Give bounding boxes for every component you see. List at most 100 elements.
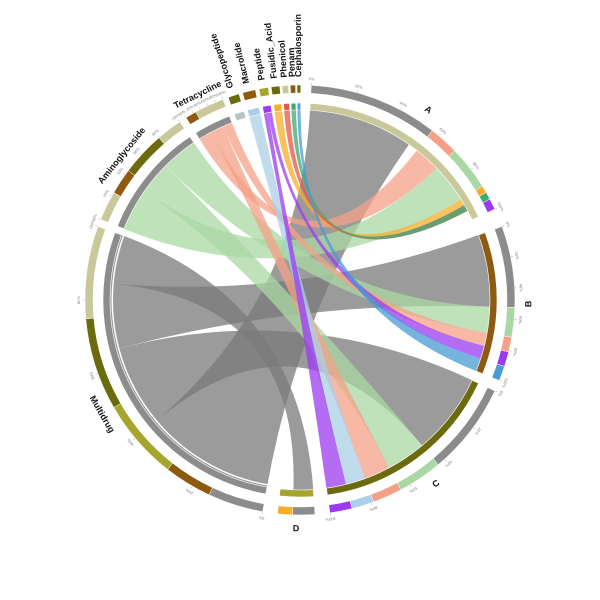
outer-ring-multidrug-22	[84, 226, 106, 320]
sector-label-phenicol: Phenicol	[276, 40, 289, 78]
sector-label-macrolide: Macrolide	[232, 42, 252, 85]
ribbon-peptide-c	[263, 112, 346, 489]
tick-label-c-4: 80%	[368, 505, 377, 512]
tick-label-c-3: 60%	[408, 486, 417, 494]
tick-label-aminoglycoside-1: 20%	[103, 189, 111, 198]
tick-label-multidrug-2: 40%	[126, 437, 135, 446]
outer-ring-aminoglycoside-26	[158, 121, 185, 145]
sector-band-d	[279, 488, 315, 498]
sector-band-multidrug	[102, 232, 268, 495]
sector-band-penam	[290, 102, 297, 111]
outer-ring-cephalosporin-35	[296, 84, 302, 94]
outer-ring-b-9	[496, 349, 509, 367]
sector-label-cephalosporin: Cephalosporin	[293, 14, 303, 77]
tick-mark-a-2	[400, 107, 402, 110]
tick-label-tetracycline-1: 20%	[186, 104, 195, 112]
sectors-layer	[84, 84, 516, 516]
tick-label-c-5: 100%	[325, 516, 336, 521]
tick-label-aminoglycoside-3: 60%	[133, 146, 142, 155]
tick-mark-aminoglycoside-0	[98, 218, 101, 220]
sector-band-glycopeptide	[233, 110, 247, 122]
outer-ring-macrolide-30	[242, 89, 258, 101]
sector-label-a: A	[423, 104, 434, 116]
outer-ring-b-10	[491, 363, 505, 381]
tick-mark-tetracycline-5	[221, 96, 223, 99]
tick-label-aminoglycoside-0: 0%	[92, 213, 98, 220]
tick-mark-b-0	[502, 225, 505, 227]
outer-ring-glycopeptide-29	[227, 93, 242, 106]
tick-label-b-5: 100%	[501, 377, 509, 389]
tick-label-b-2: 40%	[518, 284, 522, 293]
tick-label-multidrug-4: 80%	[77, 295, 81, 304]
sector-band-b	[475, 232, 498, 375]
outer-ring-a-5	[482, 198, 496, 213]
sector-label-b: B	[523, 300, 533, 307]
tick-mark-aminoglycoside-2	[123, 173, 125, 175]
tick-label-multidrug-3: 60%	[89, 371, 96, 380]
tick-label-tetracycline-4: 80%	[208, 93, 217, 100]
tick-label-aminoglycoside-2: 40%	[116, 166, 124, 175]
outer-ring-c-13	[370, 482, 402, 503]
tick-label-b-3: 60%	[518, 316, 523, 325]
sector-band-tetracycline	[195, 115, 233, 140]
outer-ring-b-8	[500, 335, 513, 353]
outer-ring-d-17	[277, 505, 294, 516]
tick-mark-c-1	[473, 427, 476, 430]
outer-ring-d-16	[292, 506, 316, 516]
sector-band-aminoglycoside	[116, 136, 195, 230]
sector-band-fusidic_acid	[273, 103, 283, 113]
tick-label-c-2: 40%	[444, 460, 453, 469]
sector-label-aminoglycoside: Aminoglycoside	[96, 125, 148, 185]
tick-label-b-1: 20%	[514, 251, 520, 260]
tick-label-a-2: 40%	[399, 101, 408, 109]
ribbon-multidrug-c	[116, 330, 473, 446]
tick-mark-a-5	[495, 207, 498, 210]
tick-label-tetracycline-0: 0%	[179, 109, 186, 116]
tick-label-aminoglycoside-5: 100%	[171, 112, 182, 121]
ribbon-macrolide-c	[249, 114, 365, 485]
tick-mark-a-4	[471, 167, 473, 170]
tick-label-a-0: 0%	[309, 77, 315, 81]
tick-mark-a-1	[357, 90, 358, 93]
tick-mark-c-2	[444, 459, 447, 462]
tick-label-multidrug-1: 20%	[185, 487, 194, 495]
outer-ring-a-1	[427, 130, 456, 157]
sector-band-peptide	[262, 104, 273, 114]
sector-label-d: D	[293, 523, 300, 533]
tick-label-aminoglycoside-4: 80%	[151, 128, 160, 137]
tick-mark-aminoglycoside-1	[109, 195, 112, 197]
tick-mark-c-3	[410, 485, 412, 487]
ribbon-tetracycline-a	[199, 132, 437, 228]
tick-label-tetracycline-5: 100%	[215, 90, 227, 98]
tick-mark-c-4	[371, 503, 373, 506]
tick-mark-a-3	[438, 133, 441, 136]
tick-mark-multidrug-3	[95, 373, 98, 375]
tick-label-a-1: 20%	[354, 84, 363, 90]
tick-label-a-4: 80%	[472, 161, 480, 170]
tick-label-multidrug-5: 100%	[89, 218, 96, 230]
sector-band-phenicol	[283, 102, 291, 111]
tick-mark-tetracycline-4	[214, 100, 216, 103]
tick-label-multidrug-0: 0%	[258, 515, 265, 520]
tick-mark-multidrug-5	[95, 225, 98, 227]
tick-mark-tetracycline-1	[191, 111, 194, 114]
outer-ring-tetracycline-28	[195, 98, 227, 120]
sector-band-macrolide	[246, 106, 261, 118]
outer-ring-penam-34	[289, 84, 296, 94]
tick-mark-tetracycline-3	[206, 103, 208, 106]
tick-label-c-0: 0%	[497, 390, 503, 397]
ribbon-aminoglycoside-c	[144, 165, 423, 468]
tick-mark-tetracycline-2	[199, 107, 201, 110]
tick-mark-multidrug-1	[191, 486, 193, 489]
sector-band-a	[309, 102, 479, 221]
sector-label-penam: Penam	[286, 47, 297, 77]
ribbon-aminoglycoside-b	[165, 142, 490, 333]
outer-ring-peptide-31	[258, 87, 270, 98]
sector-label-peptide: Peptide	[251, 47, 266, 81]
tick-label-b-0: 0%	[505, 221, 511, 228]
tick-mark-multidrug-2	[133, 438, 136, 440]
tick-mark-aminoglycoside-3	[139, 153, 141, 155]
sector-band-c	[326, 379, 479, 496]
